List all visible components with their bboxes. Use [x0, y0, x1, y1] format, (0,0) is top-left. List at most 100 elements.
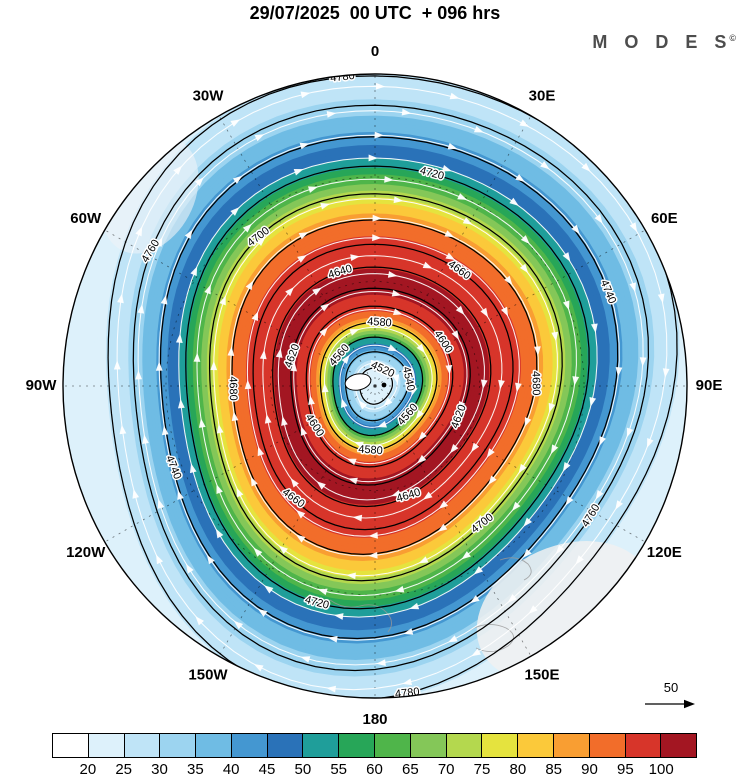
streamline-arrowhead [662, 368, 670, 378]
streamline-arrowhead [372, 214, 382, 222]
colorbar-tick-label: 40 [222, 761, 240, 778]
streamline-arrowhead [358, 400, 368, 410]
colorbar-cell [303, 734, 340, 757]
streamline-arrowhead [275, 348, 283, 358]
streamline-arrowhead [368, 551, 378, 559]
colorbar-tick-label: 70 [437, 761, 455, 778]
contour-label: 4680 [227, 376, 239, 401]
streamline-arrowhead [233, 620, 244, 630]
streamline-arrowhead [375, 82, 386, 90]
streamline-arrowhead [522, 548, 532, 558]
streamline [339, 344, 416, 428]
colorbar-tick-label: 80 [509, 761, 527, 778]
streamline-arrowhead [257, 608, 268, 617]
longitude-label: 120E [647, 544, 682, 561]
contour-label: 4580 [367, 316, 392, 330]
streamline-arrowhead [403, 628, 414, 635]
streamline-arrowhead [402, 678, 413, 686]
streamline-arrowhead [507, 594, 517, 603]
streamline-arrowhead [504, 275, 513, 286]
streamline-arrowhead [572, 376, 580, 386]
streamline-arrowhead [519, 119, 530, 127]
streamline-arrowhead [156, 554, 164, 565]
streamline-arrowhead [555, 544, 565, 555]
colorbar-tick-label: 95 [616, 761, 634, 778]
streamline-arrowhead [615, 500, 624, 510]
longitude-label: 150W [188, 666, 228, 683]
streamline-arrowhead [471, 648, 481, 657]
streamline-arrowhead [528, 605, 538, 614]
streamline-arrowhead [326, 685, 336, 693]
streamline-arrowhead [177, 490, 184, 501]
streamline-arrowhead [500, 306, 509, 317]
streamline-arrowhead [445, 252, 456, 261]
streamline-arrowhead [155, 237, 163, 247]
streamline-arrowhead [215, 528, 224, 539]
longitude-label: 90W [26, 377, 58, 394]
streamline-arrowhead [259, 349, 267, 360]
height-contour [290, 287, 471, 486]
colorbar-cell [53, 734, 89, 757]
streamline-arrowhead [626, 427, 634, 438]
streamline-arrowhead [333, 613, 344, 620]
meridian-line [374, 229, 646, 387]
colorbar-cell [88, 734, 125, 757]
streamline-arrowhead [520, 235, 530, 245]
streamline-arrowhead [295, 534, 306, 543]
streamline-arrowhead [193, 352, 201, 362]
reference-vector-label: 50 [664, 680, 678, 695]
colorbar [52, 733, 697, 758]
streamline-arrowhead [372, 234, 382, 242]
height-contour [305, 305, 454, 468]
streamline [277, 273, 485, 501]
streamline-arrowhead [300, 656, 311, 663]
streamline-arrowhead [565, 496, 574, 506]
streamline-arrowhead [230, 207, 240, 216]
height-contour [185, 165, 590, 610]
streamline-arrowhead [562, 462, 571, 472]
streamline-arrowhead [219, 295, 226, 306]
streamline-arrowhead [415, 409, 424, 420]
height-contour [344, 351, 409, 422]
streamline-arrowhead [639, 357, 647, 367]
streamline-arrowhead [135, 226, 143, 237]
streamline-arrowhead [175, 333, 183, 343]
streamline-arrowhead [473, 566, 484, 575]
streamline-arrowhead [392, 308, 403, 315]
streamline-arrowhead [581, 162, 591, 172]
streamline-arrowhead [300, 426, 308, 436]
streamline-arrowhead [216, 423, 224, 434]
streamline-arrowhead [647, 438, 654, 448]
longitude-label: 0 [371, 43, 379, 60]
streamline-arrowhead [177, 398, 185, 409]
streamline-arrowhead [444, 230, 455, 238]
longitude-label: 150E [524, 666, 559, 683]
reference-vector: 50 [645, 680, 695, 709]
streamline-arrowhead [548, 402, 556, 413]
longitude-label: 180 [362, 711, 387, 728]
streamline-arrowhead [353, 441, 364, 449]
streamline-arrowhead [308, 395, 315, 405]
streamline-arrowhead [242, 223, 252, 233]
streamline-arrowhead [458, 401, 466, 411]
streamline-arrowhead [326, 110, 337, 118]
colorbar-cell [661, 734, 697, 757]
streamline-arrowhead [250, 476, 258, 487]
streamline-arrowhead [198, 418, 206, 428]
longitude-label: 60W [70, 210, 102, 227]
streamline-arrowhead [245, 280, 254, 291]
colorbar-tick-labels: 20 25 30 35 40 45 50 55 60 65 70 75 80 85 90 95 100 [52, 761, 697, 781]
streamline-arrowhead [296, 509, 306, 519]
contour-label: 4780 [394, 686, 420, 700]
streamline-arrowhead [594, 214, 603, 224]
streamline-arrowhead [227, 346, 235, 356]
streamline-arrowhead [438, 500, 449, 509]
streamline-arrowhead [346, 572, 356, 580]
reference-vector-arrowhead [684, 699, 695, 709]
streamline-arrowhead [244, 379, 252, 390]
streamline-arrowhead [290, 361, 298, 372]
streamline-arrowhead [387, 271, 398, 278]
streamline-arrowhead [264, 585, 274, 594]
streamline [178, 157, 598, 618]
